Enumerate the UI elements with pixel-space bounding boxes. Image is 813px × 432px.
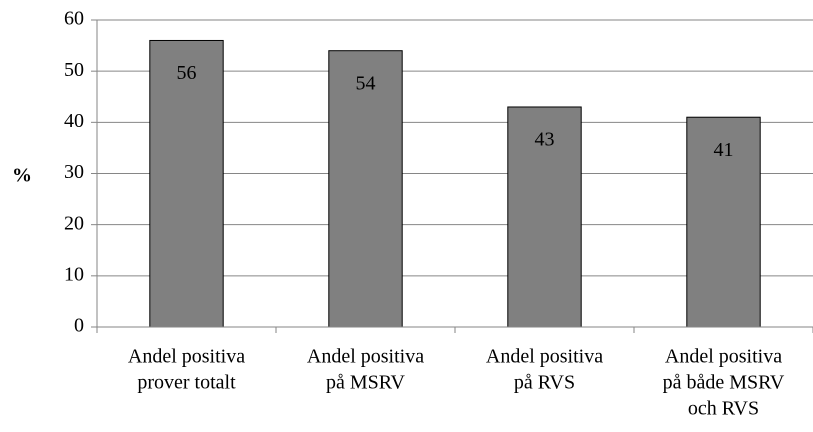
x-tick-label: prover totalt (137, 372, 236, 394)
data-label: 43 (535, 129, 555, 151)
y-tick-label: 50 (64, 59, 84, 81)
y-tick-label: 60 (64, 8, 84, 30)
bar (507, 106, 582, 328)
x-tick-label: Andel positiva (128, 346, 245, 368)
data-label: 56 (177, 62, 197, 84)
y-tick-label: 30 (64, 161, 84, 183)
bar (686, 116, 761, 328)
y-tick-label: 0 (74, 315, 84, 337)
x-tick-label: Andel positiva (665, 346, 782, 368)
bar (328, 50, 403, 328)
x-tick-label: och RVS (688, 398, 759, 420)
x-tick-label: på RVS (514, 372, 575, 394)
bar (149, 39, 224, 328)
y-tick-label: 20 (64, 212, 84, 234)
x-tick-label: Andel positiva (307, 346, 424, 368)
x-tick-label: på både MSRV (663, 372, 785, 394)
data-label: 41 (714, 139, 734, 161)
data-label: 54 (356, 72, 376, 94)
y-axis-label: % (12, 165, 32, 187)
x-tick-label: Andel positiva (486, 346, 603, 368)
x-tick-label: på MSRV (326, 372, 406, 394)
y-tick-label: 10 (64, 263, 84, 285)
y-tick-label: 40 (64, 110, 84, 132)
